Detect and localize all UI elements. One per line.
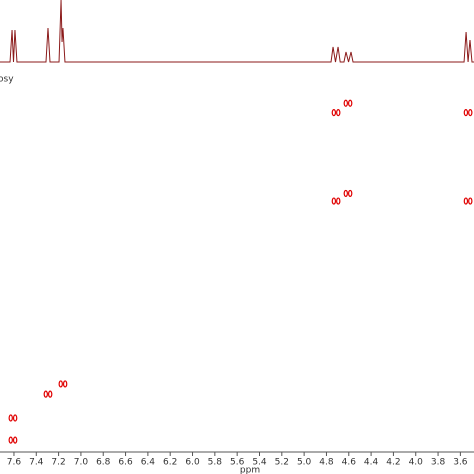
contour (12, 414, 18, 422)
cross-peak (8, 436, 18, 444)
contour (463, 197, 469, 205)
contour (343, 99, 348, 107)
contour (331, 109, 337, 117)
cross-peak (8, 414, 18, 422)
spectrum-trace (0, 0, 474, 63)
x-tick-label: 6.0 (185, 458, 200, 468)
contour (62, 380, 68, 388)
x-tick-label: 7.6 (7, 458, 22, 468)
contour (336, 109, 341, 117)
x-tick-label: 6.2 (163, 458, 177, 468)
contour (468, 109, 473, 117)
contour (336, 197, 341, 205)
contour (12, 436, 18, 444)
x-tick-label: 4.0 (409, 458, 424, 468)
contour (343, 189, 348, 198)
x-tick-label: 4.6 (342, 458, 357, 468)
cross-peak (343, 189, 353, 198)
x-tick-label: 5.4 (252, 458, 267, 468)
x-tick-label: 6.8 (96, 458, 111, 468)
x-tick-label: 4.2 (386, 458, 400, 468)
contour (8, 414, 13, 422)
x-axis-label: ppm (240, 466, 260, 474)
contour (347, 99, 353, 107)
cross-peak (43, 390, 53, 398)
cross-peak (463, 109, 473, 117)
x-tick-label: 5.0 (297, 458, 312, 468)
cross-peak (58, 380, 68, 388)
contour (58, 380, 63, 388)
x-tick-label: 6.6 (118, 458, 133, 468)
x-tick-label: 7.2 (51, 458, 65, 468)
x-tick-label: 4.4 (364, 458, 379, 468)
contour (331, 197, 337, 205)
x-tick-label: 5.8 (208, 458, 223, 468)
contour (8, 436, 13, 444)
x-tick-label: 3.8 (431, 458, 446, 468)
x-tick-label: 5.6 (230, 458, 245, 468)
x-tick-label: 3.6 (453, 458, 468, 468)
cross-peak (343, 99, 353, 107)
contour (43, 390, 48, 398)
contour (47, 390, 53, 398)
cross-peak (331, 197, 341, 205)
contour (347, 189, 353, 198)
cross-peak (331, 109, 341, 117)
x-tick-label: 7.4 (29, 458, 44, 468)
x-tick-label: 6.4 (141, 458, 156, 468)
x-tick-label: 5.2 (275, 458, 289, 468)
chart-title: osy (0, 75, 14, 85)
x-tick-label: 4.8 (319, 458, 334, 468)
cross-peak (463, 197, 473, 205)
contour (468, 197, 473, 205)
contour (463, 109, 469, 117)
x-tick-label: 7.0 (74, 458, 89, 468)
